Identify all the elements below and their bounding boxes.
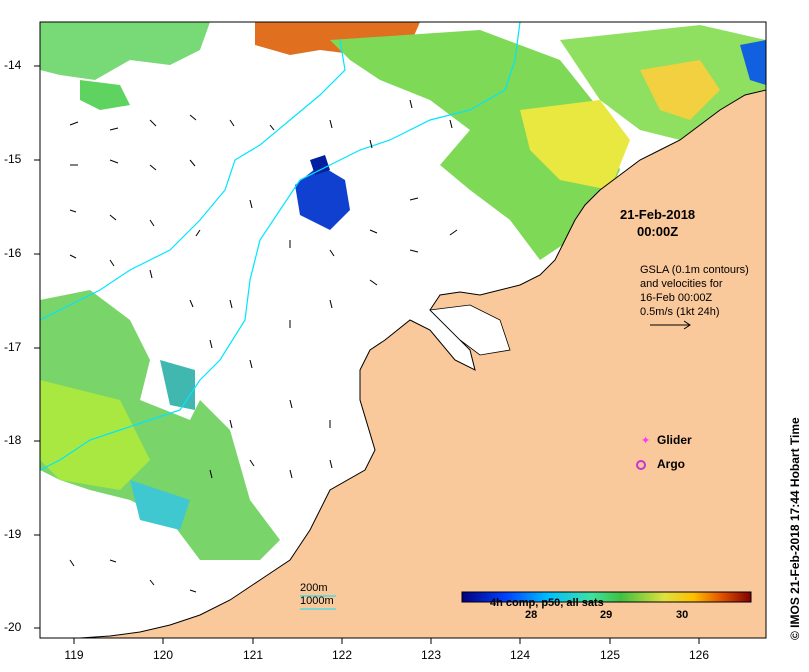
gsla-line: GSLA (0.1m contours) bbox=[640, 264, 749, 276]
depth-contour-legend: 200m 1000m bbox=[300, 582, 334, 608]
lat-tick-label: -17 bbox=[4, 340, 22, 354]
colorbar-tick-label: 30 bbox=[676, 609, 689, 621]
lon-tick-label: 125 bbox=[599, 648, 621, 662]
scale-1000m-label: 1000m bbox=[300, 595, 334, 607]
gsla-line: 0.5m/s (1kt 24h) bbox=[640, 306, 720, 318]
contour-200m bbox=[40, 22, 521, 471]
gsla-annotation: GSLA (0.1m contours) and velocities for … bbox=[640, 263, 749, 319]
date-label: 21-Feb-2018 00:00Z bbox=[620, 206, 695, 240]
lon-tick-label: 126 bbox=[688, 648, 710, 662]
lon-tick-label: 124 bbox=[509, 648, 531, 662]
lon-tick-label: 119 bbox=[64, 648, 84, 662]
lat-tick-label: -14 bbox=[4, 58, 22, 72]
lon-tick-label: 121 bbox=[242, 648, 264, 662]
legend-glider-label: Glider bbox=[657, 433, 692, 447]
colorbar-title: 4h comp, p50, all sats bbox=[490, 597, 604, 609]
plot-frame bbox=[39, 21, 767, 639]
colorbar bbox=[461, 591, 752, 603]
land-area bbox=[79, 89, 766, 638]
gsla-line: and velocities for bbox=[640, 278, 723, 290]
lat-tick-label: -15 bbox=[4, 152, 22, 166]
lat-tick-label: -20 bbox=[4, 620, 22, 634]
lat-tick-label: -18 bbox=[4, 433, 22, 447]
velocity-arrows bbox=[69, 99, 458, 593]
gsla-line: 16-Feb 00:00Z bbox=[640, 292, 713, 304]
lon-tick-label: 123 bbox=[420, 648, 442, 662]
scale-200m-label: 200m bbox=[300, 582, 328, 594]
sst-patches bbox=[40, 22, 766, 560]
argo-marker-icon bbox=[636, 460, 646, 470]
axis-ticks bbox=[34, 65, 700, 644]
colorbar-tick-label: 29 bbox=[600, 609, 613, 621]
velocity-scale-arrow bbox=[650, 320, 691, 330]
lon-tick-label: 122 bbox=[331, 648, 353, 662]
glider-marker-icon: ✦ bbox=[641, 434, 650, 447]
time-line: 00:00Z bbox=[636, 224, 679, 239]
colorbar-tick-label: 28 bbox=[525, 609, 538, 621]
lon-tick-label: 120 bbox=[152, 648, 174, 662]
lat-tick-label: -19 bbox=[4, 527, 22, 541]
lat-tick-label: -16 bbox=[4, 246, 22, 260]
legend-argo-label: Argo bbox=[657, 457, 685, 471]
credit-label: © IMOS 21-Feb-2018 17:44 Hobart Time bbox=[788, 417, 802, 640]
date-line: 21-Feb-2018 bbox=[620, 207, 696, 222]
